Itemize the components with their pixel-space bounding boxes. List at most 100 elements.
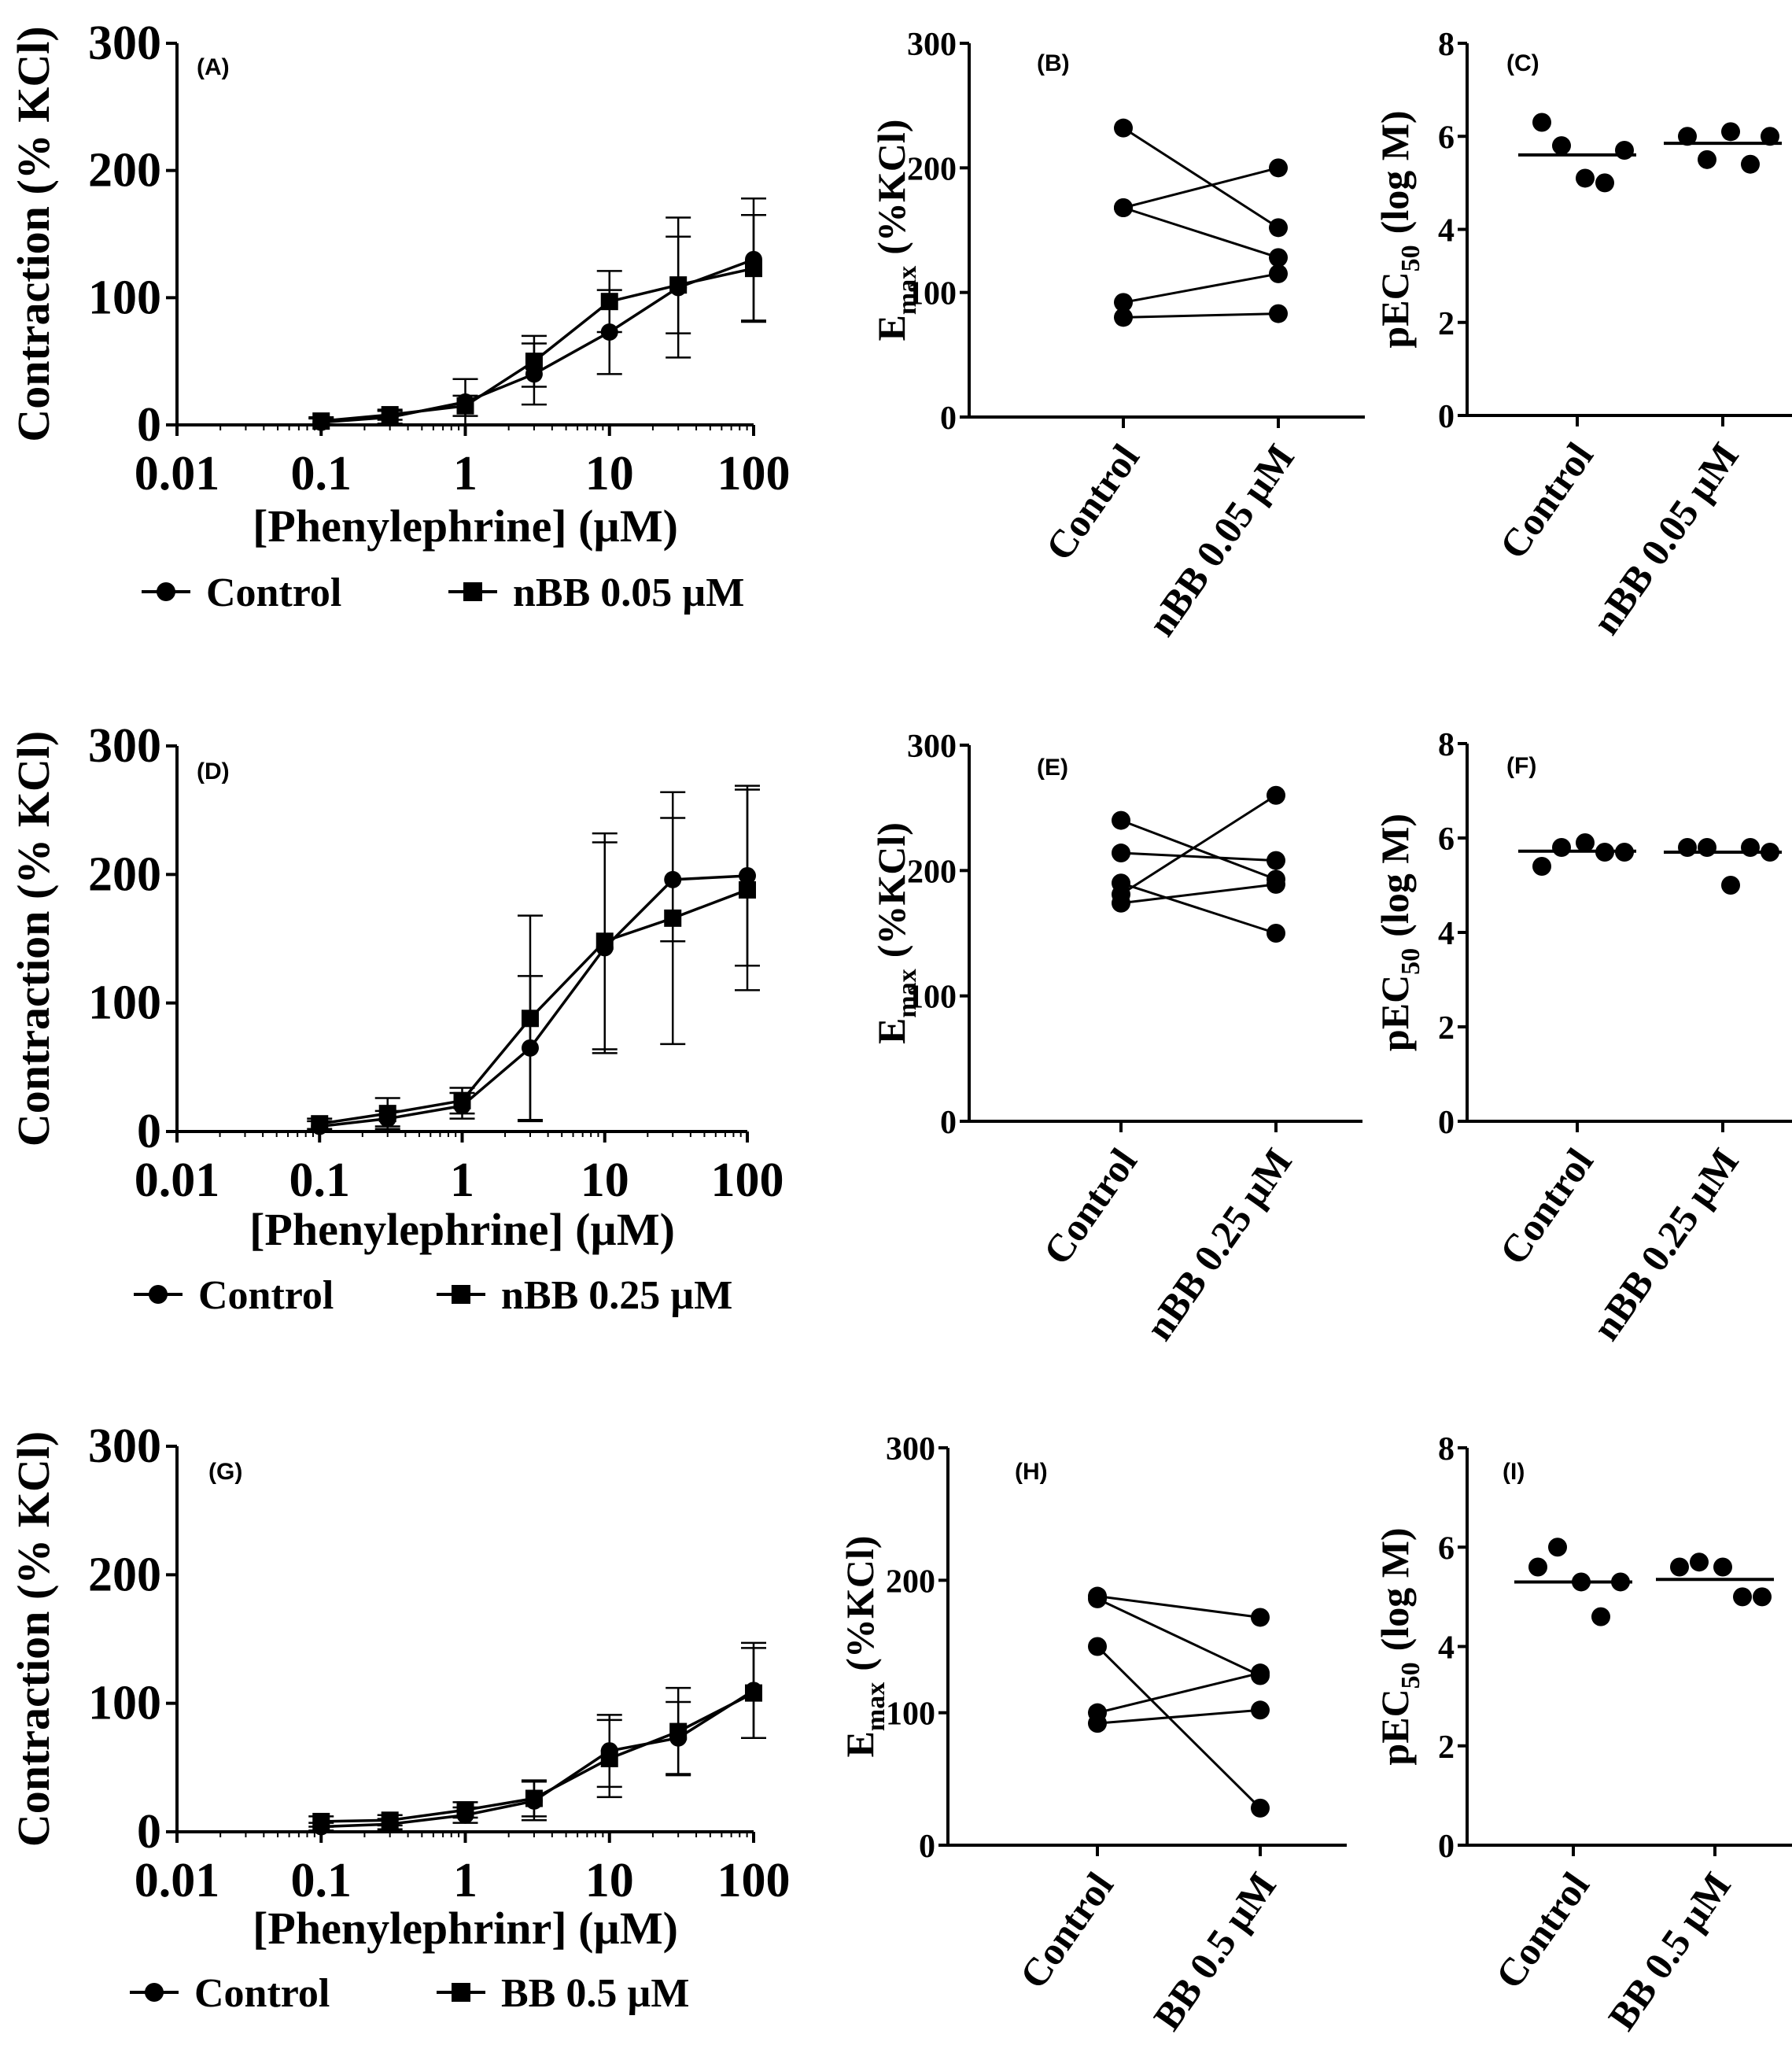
y-tick-label: 4 [1438, 1630, 1455, 1667]
data-point [595, 932, 614, 951]
data-point [1114, 293, 1133, 312]
pair-connector [1123, 206, 1279, 259]
pair-connector [1120, 883, 1277, 905]
data-point [1269, 158, 1288, 178]
data-point [739, 880, 756, 899]
y-tick-label: 300 [88, 17, 161, 70]
y-tick-label: 0 [1438, 399, 1455, 435]
category-label: nBB 0.05 µM [1584, 434, 1747, 642]
y-tick-label: 2 [1438, 306, 1455, 342]
panel-label: (I) [1503, 1459, 1525, 1485]
y-axis-label-main: pEC [1373, 975, 1417, 1051]
panel-g: (G) 0 100 200 300 0.01 0.1 1 10 100 [Phenylephrinr… [8, 1419, 791, 2016]
panel-h: (H) 0 100 200 300 Control BB 0.5 µM Emax (%KCl) [838, 1431, 1347, 2038]
data-point [1114, 308, 1133, 327]
legend-label: Control [198, 1273, 334, 1318]
paired-line [1088, 1637, 1270, 1818]
category-label: nBB 0.05 µM [1139, 436, 1303, 644]
data-point [1576, 168, 1595, 188]
x-tick-label: 1 [453, 1854, 477, 1907]
data-point [1721, 876, 1740, 895]
category-label: Control [1011, 1864, 1122, 1996]
data-point [1548, 1538, 1567, 1557]
pair-connector [1120, 851, 1277, 862]
y-tick-label: 200 [907, 151, 957, 187]
panel-label: (H) [1015, 1459, 1048, 1485]
y-tick-label: 6 [1438, 821, 1455, 858]
data-point [664, 909, 682, 927]
x-tick-label: 10 [585, 1854, 634, 1907]
data-point [521, 1010, 539, 1028]
y-tick-label: 300 [88, 1419, 161, 1473]
y-axis-label-main: E [838, 1731, 882, 1757]
dot-group [1656, 1552, 1774, 1607]
category-label: Control [1487, 1864, 1598, 1996]
data-point [1267, 924, 1285, 943]
data-point [1269, 264, 1288, 283]
data-point [600, 1749, 618, 1767]
series-circle [307, 784, 760, 1135]
paired-line [1114, 264, 1288, 312]
pair-connector [1123, 272, 1279, 304]
y-tick-label: 200 [88, 1548, 161, 1601]
y-tick-label: 0 [1438, 1829, 1455, 1865]
data-point [1741, 154, 1760, 174]
category-label: Control [1491, 434, 1602, 567]
y-tick-label: 4 [1438, 213, 1455, 249]
category-label: BB 0.5 µM [1599, 1864, 1739, 2038]
data-point [1713, 1557, 1732, 1577]
paired-line [1112, 874, 1285, 913]
x-tick-label: 0.1 [291, 1854, 352, 1907]
data-point [378, 1105, 396, 1123]
data-point [1532, 857, 1551, 876]
x-tick-label: 100 [717, 447, 791, 500]
y-tick-label: 2 [1438, 1010, 1455, 1047]
legend-marker [452, 1285, 470, 1304]
y-axis-label-main: E [869, 315, 913, 341]
data-point [525, 353, 543, 371]
panel-label: (A) [197, 54, 230, 80]
data-point [745, 1684, 762, 1702]
data-point [381, 1811, 399, 1829]
y-tick-label: 2 [1438, 1730, 1455, 1766]
panel-d: (D) 0 100 200 300 0.01 0.1 1 10 100 [Phenylephrine… [8, 719, 784, 1318]
y-tick-label: 300 [88, 719, 161, 773]
data-point [1251, 1608, 1270, 1627]
data-point [1595, 173, 1614, 193]
data-point [1615, 140, 1634, 160]
data-point [1761, 127, 1779, 146]
y-axis-label-units: (%KCl) [869, 822, 913, 958]
y-axis-label: Emax (%KCl) [838, 1536, 890, 1758]
data-point [1251, 1798, 1270, 1818]
data-point [1753, 1587, 1772, 1607]
data-point [1741, 838, 1760, 857]
y-tick-label: 6 [1438, 1530, 1455, 1567]
legend-marker [452, 1983, 470, 2002]
x-tick-label: 100 [711, 1154, 784, 1207]
y-tick-label: 100 [886, 1696, 935, 1733]
x-tick-label: 10 [581, 1154, 629, 1207]
y-axis-label-units: (log M) [1373, 814, 1417, 937]
data-point [381, 406, 399, 424]
pair-connector [1123, 312, 1279, 319]
y-tick-label: 300 [886, 1431, 935, 1467]
data-point [1572, 1572, 1591, 1592]
y-tick-label: 200 [907, 854, 957, 890]
data-point [1269, 248, 1288, 268]
y-axis-label-units: (log M) [1373, 1527, 1417, 1651]
data-point [1552, 838, 1571, 857]
dot-group [1518, 113, 1636, 193]
data-point [1761, 843, 1779, 862]
category-label: nBB 0.25 µM [1137, 1140, 1300, 1348]
y-axis-label-subscript: max [893, 969, 922, 1017]
panel-label: (D) [197, 759, 230, 784]
data-point [525, 1789, 543, 1807]
y-tick-label: 300 [907, 27, 957, 63]
x-axis-label: [Phenylephrine] (µM) [249, 1204, 675, 1255]
y-tick-label: 200 [88, 144, 161, 198]
y-tick-label: 6 [1438, 120, 1455, 156]
x-tick-label: 0.1 [291, 447, 352, 500]
